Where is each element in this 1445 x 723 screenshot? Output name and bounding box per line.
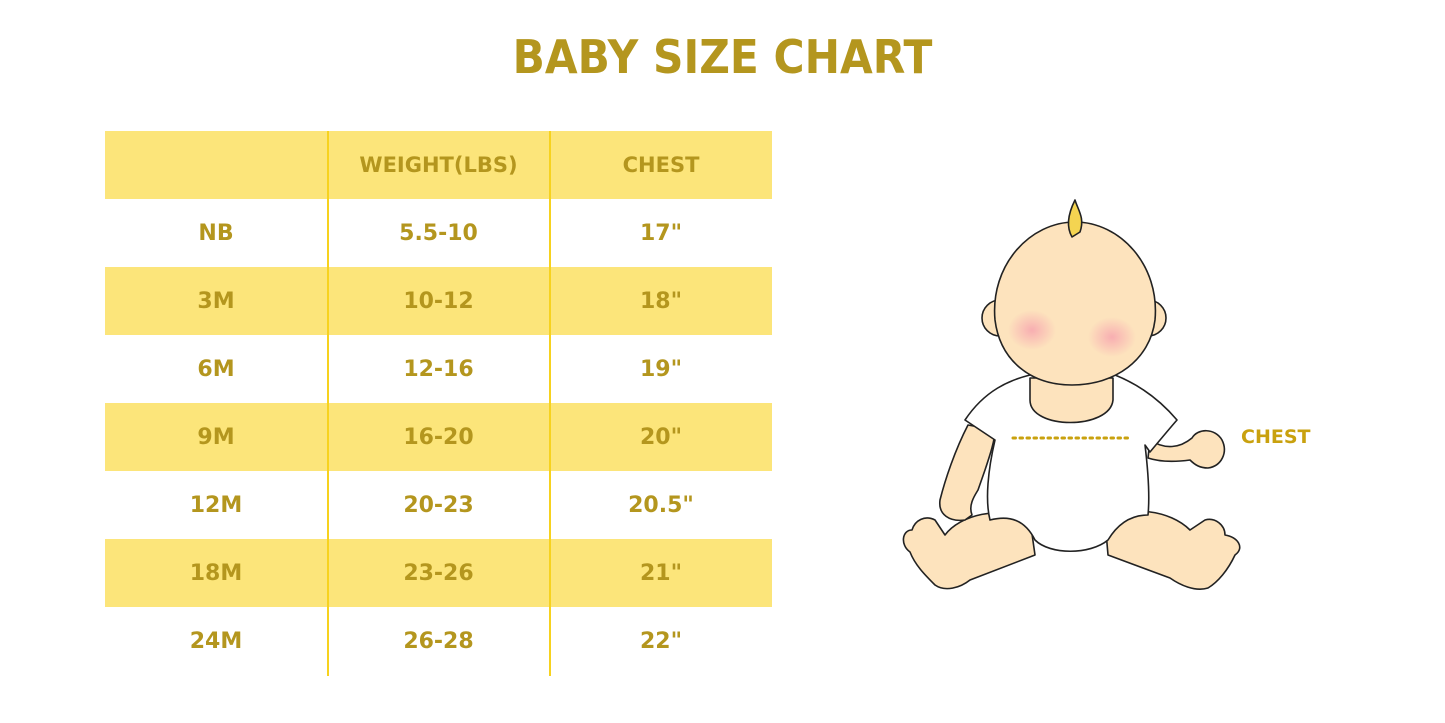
- weight-cell: 26-28: [403, 628, 474, 654]
- right-leg: [1104, 510, 1241, 590]
- size-cell: NB: [198, 220, 234, 246]
- chest-cell: 18": [639, 288, 683, 314]
- size-cell: 12M: [189, 492, 243, 518]
- weight-cell: 20-23: [403, 492, 474, 518]
- chest-cell: 22": [639, 628, 683, 654]
- size-cell: 9M: [197, 424, 235, 450]
- size-table: WEIGHT(LBS) CHEST NB 5.5-10 17" 3M 10-12…: [105, 131, 772, 675]
- right-arm: [1147, 429, 1226, 469]
- left-arm: [939, 424, 996, 522]
- table-row: 18M 23-26 21": [105, 539, 772, 607]
- hair-curl: [1067, 199, 1083, 238]
- chest-cell: 20": [639, 424, 683, 450]
- table-header-row: WEIGHT(LBS) CHEST: [105, 131, 772, 199]
- baby-illustration: [902, 199, 1241, 590]
- weight-cell: 16-20: [403, 424, 474, 450]
- table-row: NB 5.5-10 17": [105, 199, 772, 267]
- weight-cell: 5.5-10: [399, 220, 478, 246]
- weight-cell: 10-12: [403, 288, 474, 314]
- table-row: 24M 26-28 22": [105, 607, 772, 675]
- header-chest: CHEST: [622, 153, 700, 177]
- chest-cell: 17": [639, 220, 683, 246]
- neck: [1029, 377, 1114, 424]
- table-row: 6M 12-16 19": [105, 335, 772, 403]
- table-row: 12M 20-23 20.5": [105, 471, 772, 539]
- left-leg: [902, 512, 1036, 590]
- column-divider: [327, 131, 329, 676]
- page-title: BABY SIZE CHART: [512, 30, 933, 84]
- right-cheek: [1088, 317, 1136, 357]
- size-cell: 6M: [197, 356, 235, 382]
- head: [993, 221, 1157, 386]
- weight-cell: 23-26: [403, 560, 474, 586]
- table-row: 3M 10-12 18": [105, 267, 772, 335]
- chest-label: CHEST: [1241, 426, 1311, 448]
- table-row: 9M 16-20 20": [105, 403, 772, 471]
- weight-cell: 12-16: [403, 356, 474, 382]
- size-cell: 3M: [197, 288, 235, 314]
- header-weight: WEIGHT(LBS): [359, 153, 518, 177]
- size-cell: 18M: [189, 560, 243, 586]
- size-cell: 24M: [189, 628, 243, 654]
- chest-cell: 19": [639, 356, 683, 382]
- column-divider: [549, 131, 551, 676]
- chest-cell: 21": [639, 560, 683, 586]
- chest-cell: 20.5": [628, 492, 694, 518]
- onesie: [964, 374, 1178, 553]
- left-cheek: [1008, 310, 1056, 350]
- header-size: [105, 131, 327, 199]
